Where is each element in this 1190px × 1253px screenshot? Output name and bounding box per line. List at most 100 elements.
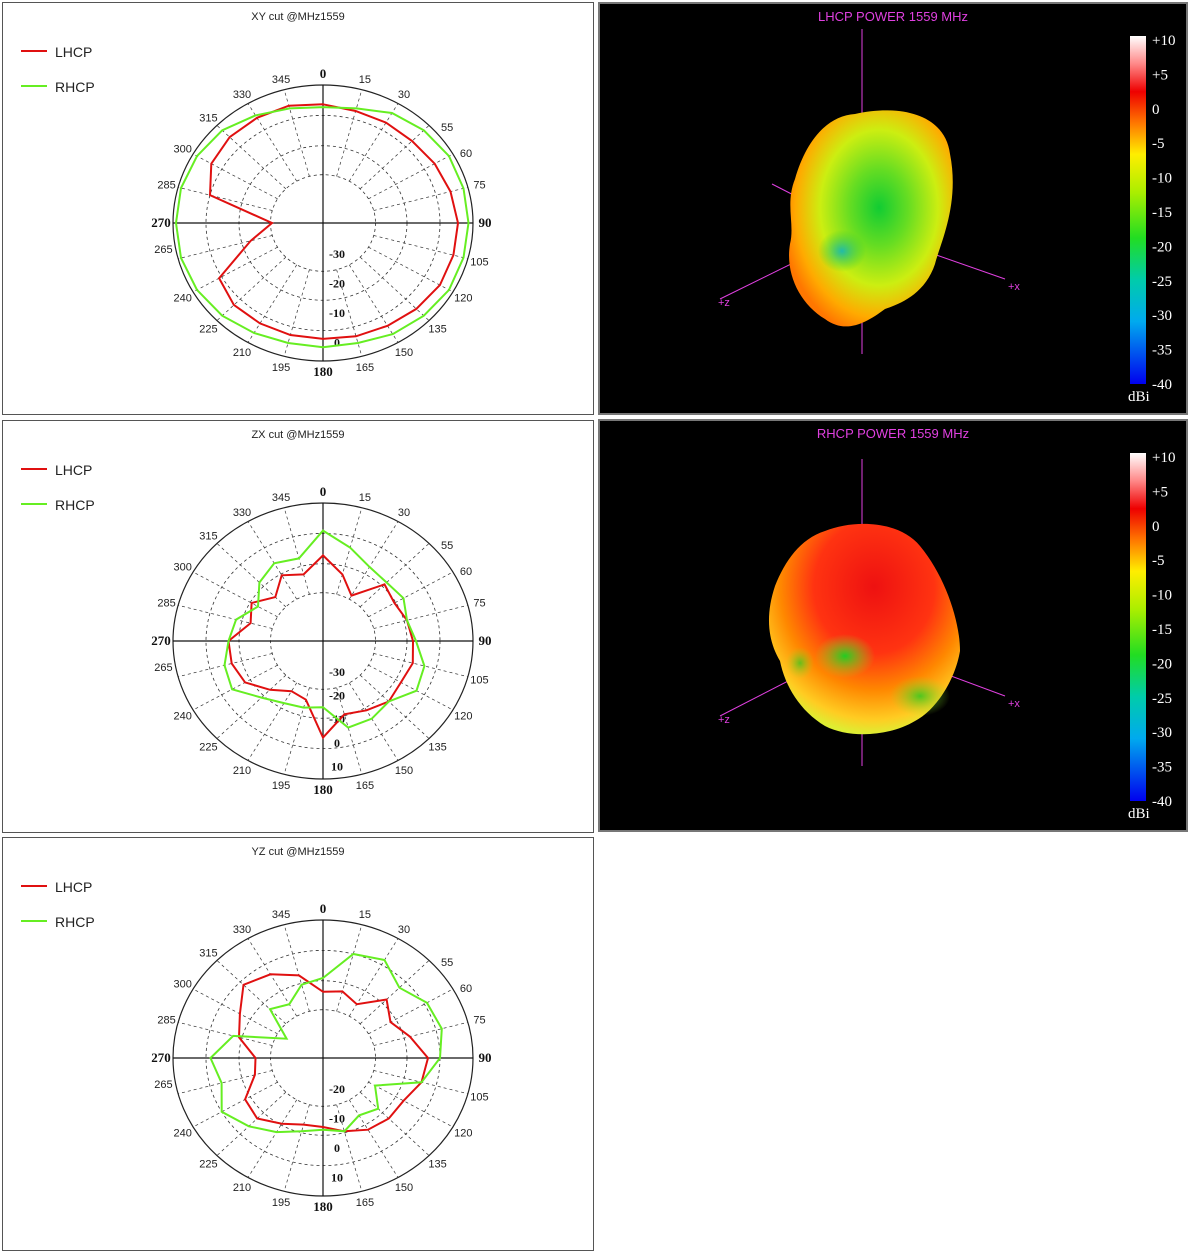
ring-label: 10 xyxy=(331,759,343,773)
grid-spoke xyxy=(192,246,278,293)
angle-label: 330 xyxy=(233,924,251,936)
grid-spoke xyxy=(373,604,468,629)
angle-label: 135 xyxy=(428,741,446,753)
angle-label: 0 xyxy=(320,901,327,916)
colorbar-tick-label: -20 xyxy=(1152,656,1172,672)
ring-label: -30 xyxy=(329,665,345,679)
angle-label: 315 xyxy=(199,113,217,125)
grid-spoke xyxy=(348,1099,399,1178)
angle-label: 210 xyxy=(233,765,251,777)
chart-title: YZ cut @MHz1559 xyxy=(251,846,344,858)
angle-label: 165 xyxy=(356,1197,374,1209)
lhcp-3d-panel: LHCP POWER 1559 MHz +z +x +10 +5 0 -5 -10 -15… xyxy=(598,2,1188,415)
angle-label: 60 xyxy=(460,983,472,995)
grid-spoke xyxy=(192,664,278,711)
colorbar-tick-label: +5 xyxy=(1152,67,1168,83)
yz-cut-chart: YZ cut @MHz1559 0 15 30 55 60 75 90 105 120 135 150… xyxy=(21,846,492,1214)
legend-lhcp-label: LHCP xyxy=(55,879,92,895)
grid-spoke xyxy=(178,1070,273,1095)
angle-label: 195 xyxy=(272,780,290,792)
chart-title: ZX cut @MHz1559 xyxy=(251,429,344,441)
angle-label: 345 xyxy=(272,74,290,86)
grid-spoke xyxy=(192,153,278,200)
grid-spoke xyxy=(192,1081,278,1128)
colorbar-tick-label: -40 xyxy=(1152,377,1172,393)
angle-label: 265 xyxy=(154,1079,172,1091)
angle-label: 0 xyxy=(320,484,327,499)
angle-label: 30 xyxy=(398,507,410,519)
lhcp-3d-plot: LHCP POWER 1559 MHz +z +x +10 +5 0 -5 -10 -15… xyxy=(718,9,1175,405)
grid-spoke xyxy=(373,1021,468,1046)
lhcp-series-line xyxy=(227,554,415,740)
axis-x-label: +x xyxy=(1008,281,1020,293)
ring-label: -20 xyxy=(329,277,345,291)
angle-label: 225 xyxy=(199,741,217,753)
grid-spoke xyxy=(368,571,454,618)
angle-label: 270 xyxy=(151,1050,171,1065)
ring-label: -20 xyxy=(329,689,345,703)
angle-label: 75 xyxy=(473,1014,485,1026)
angle-label: 15 xyxy=(359,74,371,86)
grid-spoke xyxy=(359,1091,430,1156)
angle-label: 120 xyxy=(454,711,472,723)
legend-lhcp-label: LHCP xyxy=(55,462,92,478)
angle-label: 30 xyxy=(398,924,410,936)
grid-spoke xyxy=(216,256,287,321)
angle-label: 105 xyxy=(470,675,488,687)
angle-label: 270 xyxy=(151,633,171,648)
legend-rhcp-label: RHCP xyxy=(55,497,95,513)
rhcp-3d-title: RHCP POWER 1559 MHz xyxy=(817,426,969,441)
grid-spoke xyxy=(192,571,278,618)
angle-label: 270 xyxy=(151,215,171,230)
grid-spoke xyxy=(373,186,468,211)
grid-spoke xyxy=(368,1081,454,1128)
grid-spoke xyxy=(359,960,430,1025)
angle-label: 240 xyxy=(174,293,192,305)
colorbar-tick-label: +10 xyxy=(1152,450,1175,466)
angle-label: 240 xyxy=(174,1128,192,1140)
colorbar-tick-label: -5 xyxy=(1152,553,1165,569)
colorbar-tick-label: -25 xyxy=(1152,274,1172,290)
colorbar-tick-label: -20 xyxy=(1152,239,1172,255)
angle-label: 120 xyxy=(454,293,472,305)
angle-label: 150 xyxy=(395,347,413,359)
grid-spoke xyxy=(359,674,430,739)
colorbar-tick-label: +10 xyxy=(1152,33,1175,49)
angle-label: 135 xyxy=(428,323,446,335)
grid-spoke xyxy=(368,153,454,200)
ring-label: -10 xyxy=(329,1112,345,1126)
angle-label: 135 xyxy=(428,1158,446,1170)
colorbar-tick-label: -15 xyxy=(1152,205,1172,221)
angle-label: 225 xyxy=(199,323,217,335)
angle-label: 90 xyxy=(479,633,492,648)
angle-label: 150 xyxy=(395,765,413,777)
angle-label: 60 xyxy=(460,566,472,578)
angle-label: 345 xyxy=(272,492,290,504)
angle-label: 300 xyxy=(174,561,192,573)
angle-label: 300 xyxy=(174,978,192,990)
angle-label: 265 xyxy=(154,662,172,674)
angle-label: 225 xyxy=(199,1158,217,1170)
chart-title: XY cut @MHz1559 xyxy=(251,11,345,23)
angle-label: 210 xyxy=(233,1182,251,1194)
grid-spoke xyxy=(192,988,278,1035)
grid-spoke xyxy=(348,682,399,761)
rhcp-series-line xyxy=(209,952,443,1134)
angle-label: 285 xyxy=(157,179,175,191)
grid-spoke xyxy=(359,543,430,608)
angle-label: 180 xyxy=(313,364,333,379)
rhcp-3d-plot: RHCP POWER 1559 MHz +z +x +10 +5 0 -5 -10 -15… xyxy=(718,426,1175,822)
legend-lhcp-label: LHCP xyxy=(55,44,92,60)
angle-label: 105 xyxy=(470,257,488,269)
colorbar-tick-label: -5 xyxy=(1152,136,1165,152)
colorbar-tick-label: 0 xyxy=(1152,102,1160,118)
colorbar-tick-label: -15 xyxy=(1152,622,1172,638)
grid-spoke xyxy=(283,924,310,1012)
grid-spoke xyxy=(359,125,430,190)
ring-label: 0 xyxy=(334,336,340,350)
angle-label: 60 xyxy=(460,148,472,160)
grid-spoke xyxy=(373,235,468,260)
angle-label: 240 xyxy=(174,711,192,723)
colorbar-tick-label: -25 xyxy=(1152,691,1172,707)
angle-label: 90 xyxy=(479,1050,492,1065)
